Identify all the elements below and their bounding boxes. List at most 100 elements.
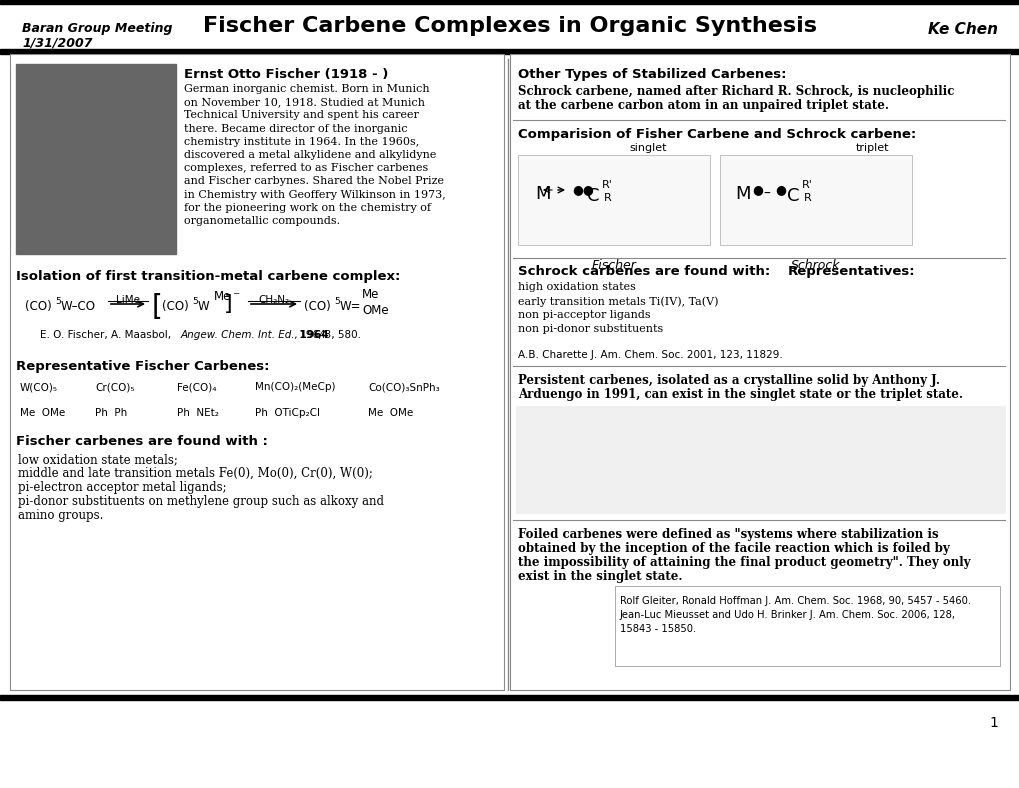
Text: there. Became director of the inorganic: there. Became director of the inorganic bbox=[183, 124, 408, 134]
Text: Rolf Gleiter, Ronald Hoffman J. Am. Chem. Soc. 1968, 90, 5457 - 5460.: Rolf Gleiter, Ronald Hoffman J. Am. Chem… bbox=[620, 596, 970, 606]
Text: in Chemistry with Geoffery Wilkinson in 1973,: in Chemistry with Geoffery Wilkinson in … bbox=[183, 190, 445, 199]
Text: 5: 5 bbox=[333, 297, 339, 306]
Text: Fe(CO)₄: Fe(CO)₄ bbox=[177, 382, 216, 392]
FancyBboxPatch shape bbox=[614, 586, 999, 666]
Text: Ph  Ph: Ph Ph bbox=[95, 408, 127, 418]
Text: M: M bbox=[735, 185, 750, 203]
Text: ●: ● bbox=[751, 183, 762, 196]
Text: middle and late transition metals Fe(0), Mo(0), Cr(0), W(0);: middle and late transition metals Fe(0),… bbox=[18, 467, 373, 480]
Text: Fischer: Fischer bbox=[591, 259, 636, 272]
Text: exist in the singlet state.: exist in the singlet state. bbox=[518, 570, 682, 583]
Text: high oxidation states: high oxidation states bbox=[518, 282, 635, 292]
Text: LiMe: LiMe bbox=[116, 295, 140, 305]
FancyBboxPatch shape bbox=[719, 155, 911, 245]
Text: ⁻: ⁻ bbox=[231, 290, 239, 304]
Text: the impossibility of attaining the final product geometry". They only: the impossibility of attaining the final… bbox=[518, 556, 969, 569]
Text: R': R' bbox=[801, 180, 812, 190]
Bar bbox=[516, 406, 1005, 514]
Text: Schrock carbenes are found with:: Schrock carbenes are found with: bbox=[518, 265, 769, 278]
Text: M: M bbox=[535, 185, 550, 203]
Text: pi-electron acceptor metal ligands;: pi-electron acceptor metal ligands; bbox=[18, 481, 226, 494]
Bar bbox=[0, 695, 1019, 700]
Text: Co(CO)₃SnPh₃: Co(CO)₃SnPh₃ bbox=[368, 382, 439, 392]
Text: C: C bbox=[586, 187, 599, 205]
Text: Representatives:: Representatives: bbox=[788, 265, 915, 278]
Bar bbox=[0, 0, 1019, 4]
Text: W(CO)₅: W(CO)₅ bbox=[20, 382, 58, 392]
Text: (CO): (CO) bbox=[25, 300, 52, 313]
Text: E. O. Fischer, A. Maasbol,: E. O. Fischer, A. Maasbol, bbox=[40, 330, 174, 340]
Text: , 3, 580.: , 3, 580. bbox=[318, 330, 361, 340]
Text: W–CO: W–CO bbox=[61, 300, 96, 313]
FancyBboxPatch shape bbox=[518, 155, 709, 245]
Text: Me  OMe: Me OMe bbox=[20, 408, 65, 418]
Text: organometallic compounds.: organometallic compounds. bbox=[183, 216, 339, 226]
Text: –: – bbox=[762, 187, 769, 201]
FancyBboxPatch shape bbox=[10, 54, 503, 690]
Text: Jean-Luc Mieusset and Udo H. Brinker J. Am. Chem. Soc. 2006, 128,: Jean-Luc Mieusset and Udo H. Brinker J. … bbox=[620, 610, 955, 620]
Text: R: R bbox=[603, 193, 611, 203]
Text: obtained by the inception of the facile reaction which is foiled by: obtained by the inception of the facile … bbox=[518, 542, 949, 555]
Text: singlet: singlet bbox=[629, 143, 666, 153]
Bar bbox=[16, 64, 176, 254]
Text: for the pioneering work on the chemistry of: for the pioneering work on the chemistry… bbox=[183, 203, 431, 213]
Text: 1/31/2007: 1/31/2007 bbox=[22, 36, 93, 49]
Text: Angew. Chem. Int. Ed.,: Angew. Chem. Int. Ed., bbox=[180, 330, 299, 340]
Text: C: C bbox=[787, 187, 799, 205]
Text: Fischer carbenes are found with :: Fischer carbenes are found with : bbox=[16, 435, 268, 448]
Text: R': R' bbox=[601, 180, 612, 190]
Text: Mn(CO)₂(MeCp): Mn(CO)₂(MeCp) bbox=[255, 382, 335, 392]
Text: Me  OMe: Me OMe bbox=[368, 408, 413, 418]
Text: Schrock: Schrock bbox=[791, 259, 840, 272]
Text: low oxidation state metals;: low oxidation state metals; bbox=[18, 453, 177, 466]
Text: Me: Me bbox=[362, 288, 379, 301]
Text: Persistent carbenes, isolated as a crystalline solid by Anthony J.: Persistent carbenes, isolated as a cryst… bbox=[518, 374, 940, 387]
Text: 1964: 1964 bbox=[296, 330, 328, 340]
Text: 5: 5 bbox=[55, 297, 61, 306]
Text: [: [ bbox=[152, 293, 163, 321]
Text: early transition metals Ti(IV), Ta(V): early transition metals Ti(IV), Ta(V) bbox=[518, 296, 717, 307]
FancyBboxPatch shape bbox=[510, 54, 1009, 690]
Text: pi-donor substituents on methylene group such as alkoxy and: pi-donor substituents on methylene group… bbox=[18, 495, 383, 508]
Text: Ph  OTiCp₂Cl: Ph OTiCp₂Cl bbox=[255, 408, 320, 418]
Text: R: R bbox=[803, 193, 811, 203]
Bar bbox=[0, 49, 1019, 54]
Text: Representative Fischer Carbenes:: Representative Fischer Carbenes: bbox=[16, 360, 269, 373]
Text: ]: ] bbox=[224, 294, 232, 314]
Text: discovered a metal alkylidene and alkylidyne: discovered a metal alkylidene and alkyli… bbox=[183, 150, 436, 160]
Text: Arduengo in 1991, can exist in the singlet state or the triplet state.: Arduengo in 1991, can exist in the singl… bbox=[518, 388, 962, 401]
Text: complexes, referred to as Fischer carbenes: complexes, referred to as Fischer carben… bbox=[183, 163, 428, 173]
Text: ●: ● bbox=[774, 183, 785, 196]
Text: W=: W= bbox=[339, 300, 361, 313]
Text: W: W bbox=[198, 300, 210, 313]
Text: non pi-donor substituents: non pi-donor substituents bbox=[518, 324, 662, 334]
Text: Comparision of Fisher Carbene and Schrock carbene:: Comparision of Fisher Carbene and Schroc… bbox=[518, 128, 915, 141]
Text: 1964: 1964 bbox=[296, 330, 325, 340]
Text: non pi-acceptor ligands: non pi-acceptor ligands bbox=[518, 310, 650, 320]
Text: Baran Group Meeting: Baran Group Meeting bbox=[22, 22, 172, 35]
Text: Ernst Otto Fischer (1918 - ): Ernst Otto Fischer (1918 - ) bbox=[183, 68, 388, 81]
Text: ●●: ●● bbox=[572, 183, 593, 196]
Text: amino groups.: amino groups. bbox=[18, 509, 103, 522]
Text: Cr(CO)₅: Cr(CO)₅ bbox=[95, 382, 135, 392]
Text: Isolation of first transition-metal carbene complex:: Isolation of first transition-metal carb… bbox=[16, 270, 400, 283]
Text: A.B. Charette J. Am. Chem. Soc. 2001, 123, 11829.: A.B. Charette J. Am. Chem. Soc. 2001, 12… bbox=[518, 350, 782, 360]
Text: Me: Me bbox=[214, 290, 231, 303]
Text: German inorganic chemist. Born in Munich: German inorganic chemist. Born in Munich bbox=[183, 84, 429, 94]
Text: (CO): (CO) bbox=[162, 300, 189, 313]
Text: chemistry institute in 1964. In the 1960s,: chemistry institute in 1964. In the 1960… bbox=[183, 137, 419, 147]
Text: 15843 - 15850.: 15843 - 15850. bbox=[620, 624, 696, 634]
Text: OMe: OMe bbox=[362, 304, 388, 317]
Text: Fischer Carbene Complexes in Organic Synthesis: Fischer Carbene Complexes in Organic Syn… bbox=[203, 16, 816, 36]
Text: at the carbene carbon atom in an unpaired triplet state.: at the carbene carbon atom in an unpaire… bbox=[518, 99, 889, 112]
Text: and Fischer carbynes. Shared the Nobel Prize: and Fischer carbynes. Shared the Nobel P… bbox=[183, 177, 443, 187]
Text: 1: 1 bbox=[988, 716, 997, 730]
Text: Foiled carbenes were defined as "systems where stabilization is: Foiled carbenes were defined as "systems… bbox=[518, 528, 937, 541]
Text: on November 10, 1918. Studied at Munich: on November 10, 1918. Studied at Munich bbox=[183, 97, 425, 107]
Text: Ke Chen: Ke Chen bbox=[927, 22, 997, 37]
Text: triplet: triplet bbox=[854, 143, 888, 153]
Text: CH₂N₂: CH₂N₂ bbox=[258, 295, 289, 305]
Text: Technical University and spent his career: Technical University and spent his caree… bbox=[183, 110, 419, 121]
Text: Ph  NEt₂: Ph NEt₂ bbox=[177, 408, 219, 418]
Text: Schrock carbene, named after Richard R. Schrock, is nucleophilic: Schrock carbene, named after Richard R. … bbox=[518, 85, 954, 98]
